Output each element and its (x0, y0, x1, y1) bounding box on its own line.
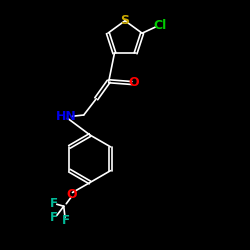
Text: Cl: Cl (154, 19, 167, 32)
Text: O: O (128, 76, 139, 90)
Text: HN: HN (56, 110, 76, 123)
Text: F: F (50, 211, 58, 224)
Text: O: O (66, 188, 76, 202)
Text: F: F (50, 197, 58, 210)
Text: F: F (62, 214, 70, 226)
Text: S: S (120, 14, 130, 27)
